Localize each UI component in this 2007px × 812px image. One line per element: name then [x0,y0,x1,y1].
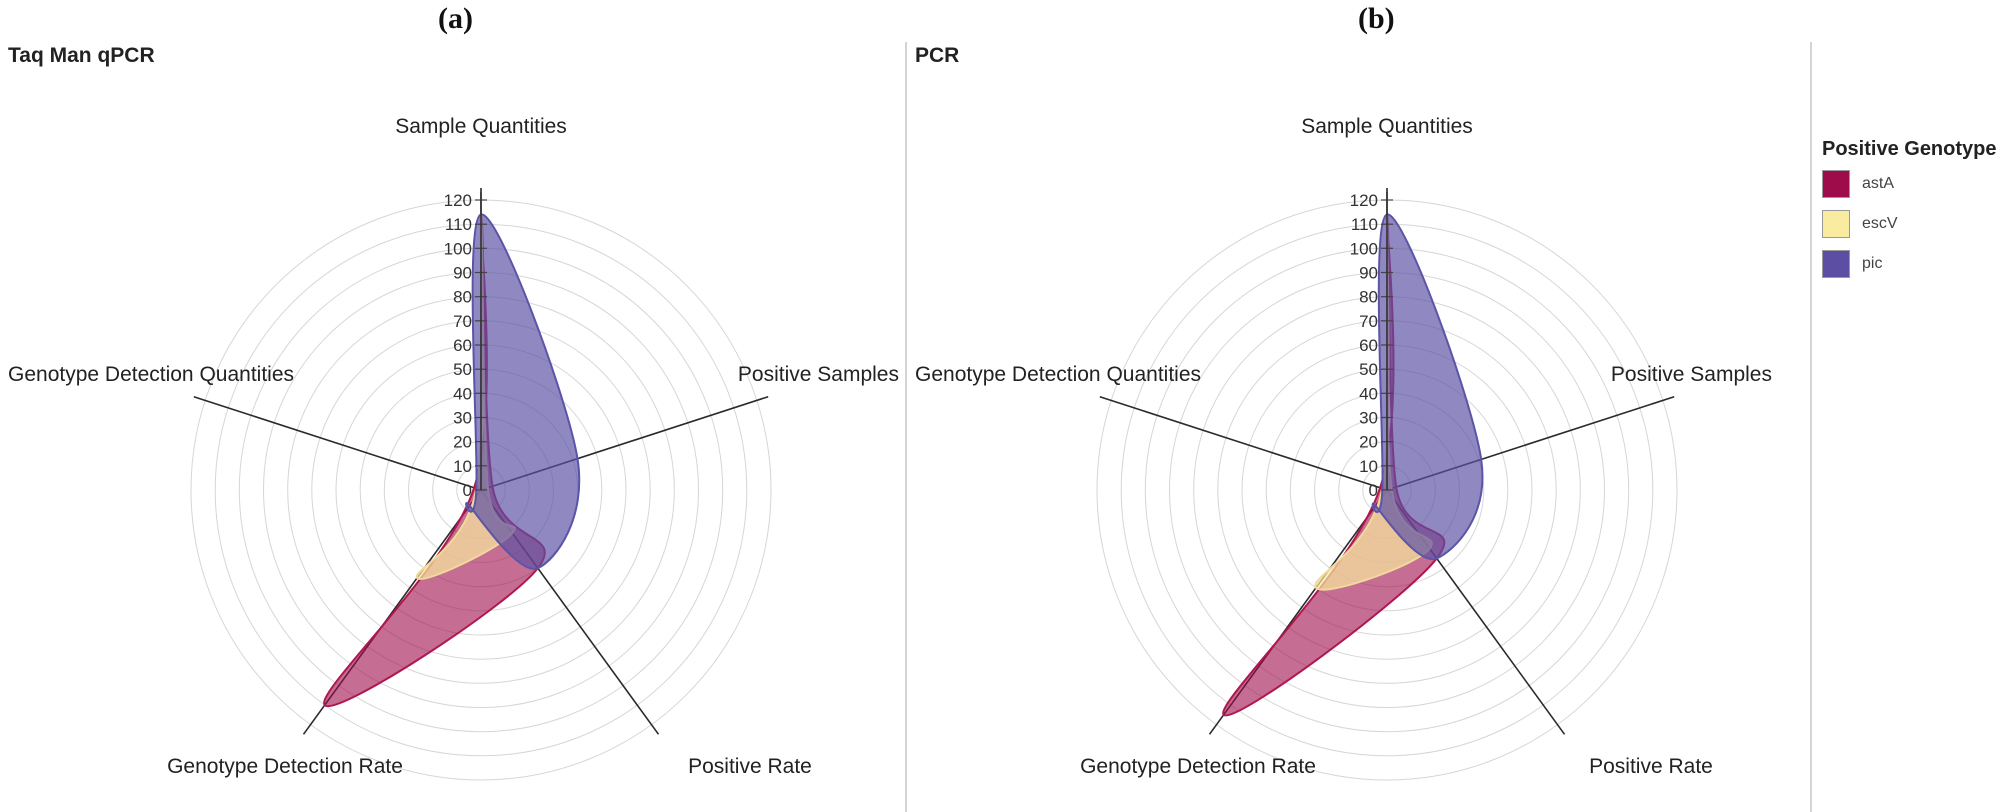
legend-item-asta[interactable]: astA [1822,167,1997,201]
tick-label: 120 [1350,191,1378,210]
axis-label: Positive Samples [1611,363,1772,386]
tick-label: 110 [1351,215,1378,234]
legend-item-escv[interactable]: escV [1822,207,1997,241]
legend: Positive Genotype astA escV pic [1822,138,1997,281]
tick-label: 30 [453,409,472,428]
tick-label: 10 [1359,457,1378,476]
tick-label: 90 [453,264,472,283]
tick-label: 100 [444,239,472,258]
tick-label: 70 [1359,312,1378,331]
tick-label: 110 [445,215,472,234]
tick-label: 10 [453,457,472,476]
tick-label: 20 [1359,433,1378,452]
panel-b-chart: 0 10 20 30 40 50 60 70 80 90 100 110 120 Sample Quant… [915,115,1772,781]
legend-item-pic[interactable]: pic [1822,247,1997,281]
radial-ticks: 0 10 20 30 40 50 60 70 80 90 100 110 120 [444,191,487,500]
panel-a-letter: (a) [438,2,473,35]
tick-label: 50 [1359,360,1378,379]
axis-label: Positive Rate [1589,755,1713,778]
legend-divider [1810,42,1812,812]
tick-label: 50 [453,360,472,379]
tick-label: 40 [453,384,472,403]
legend-label-asta: astA [1862,175,1895,192]
series-area-pic[interactable] [465,213,581,570]
axis-label: Genotype Detection Quantities [8,363,294,386]
axis-spoke [193,395,482,491]
legend-swatch-pic [1822,250,1850,278]
legend-title: Positive Genotype [1822,138,1997,160]
tick-label: 0 [1369,481,1378,500]
tick-label: 80 [453,288,472,307]
tick-label: 30 [1359,409,1378,428]
axis-label: Genotype Detection Rate [167,755,403,778]
legend-label-escv: escV [1862,215,1898,232]
tick-label: 60 [1359,336,1378,355]
panel-b-letter: (b) [1358,2,1395,35]
tick-label: 120 [444,191,472,210]
legend-swatch-escv [1822,210,1850,238]
tick-label: 60 [453,336,472,355]
axis-spoke [1099,395,1388,491]
tick-label: 80 [1359,288,1378,307]
radial-ticks: 0 10 20 30 40 50 60 70 80 90 100 110 120 [1350,191,1393,500]
tick-label: 90 [1359,264,1378,283]
tick-label: 100 [1350,239,1378,258]
axis-label: Positive Rate [688,755,812,778]
panel-a-chart: 0 10 20 30 40 50 60 70 80 90 100 110 120 Sample Quant… [8,115,899,781]
axis-label: Genotype Detection Rate [1080,755,1316,778]
series-area-pic[interactable] [1371,213,1484,561]
panel-a-title: Taq Man qPCR [8,44,155,67]
axis-label: Genotype Detection Quantities [915,363,1201,386]
axis-label: Sample Quantities [1301,115,1473,138]
axis-label: Sample Quantities [395,115,567,138]
tick-label: 0 [463,481,472,500]
legend-swatch-asta [1822,170,1850,198]
panel-divider [905,42,907,812]
axis-label: Positive Samples [738,363,899,386]
legend-label-pic: pic [1862,255,1883,272]
tick-label: 40 [1359,384,1378,403]
panel-b-title: PCR [915,44,960,67]
tick-label: 70 [453,312,472,331]
tick-label: 20 [453,433,472,452]
